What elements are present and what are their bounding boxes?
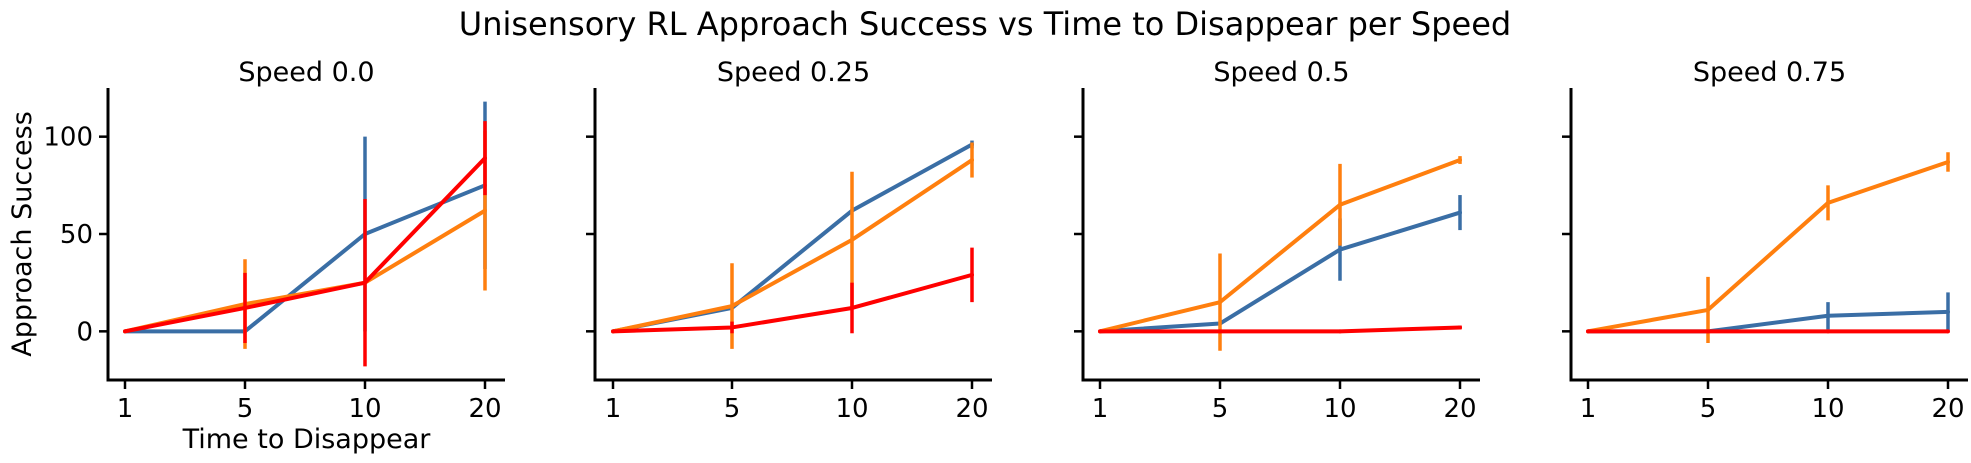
- x-tick-label: 1: [605, 394, 622, 424]
- data-point: [1338, 202, 1342, 207]
- data-point: [970, 158, 974, 163]
- data-point: [1946, 309, 1950, 314]
- series-line: [124, 208, 487, 334]
- data-point: [1946, 159, 1950, 164]
- subplot-2: Speed 0.25 1 5 10 20: [586, 57, 992, 424]
- data-point: [1218, 329, 1222, 334]
- series-line: [1100, 325, 1461, 334]
- data-point: [1458, 158, 1462, 163]
- data-point: [850, 237, 854, 242]
- subplot-3: Speed 0.5 1 5 10 20: [1074, 57, 1480, 424]
- subplot-title: Speed 0.0: [238, 57, 374, 88]
- x-tick-label: 10: [835, 394, 868, 424]
- data-point: [1098, 329, 1102, 334]
- data-point: [1338, 247, 1342, 252]
- series-1: [611, 140, 974, 334]
- x-tick-label: 1: [1092, 394, 1109, 424]
- subplots: Speed 0.0 0 50 100 1 5 10 20 Time to Disappear Ap…: [7, 57, 1968, 455]
- x-tick-label: 5: [237, 394, 254, 424]
- series-line: [125, 183, 486, 334]
- series-2: [1098, 156, 1462, 351]
- subplot-title: Speed 0.25: [717, 57, 870, 88]
- series-1: [123, 101, 487, 334]
- data-point: [1706, 307, 1710, 312]
- series-3: [1098, 325, 1462, 334]
- x-tick-label: 1: [117, 394, 134, 424]
- data-point: [730, 325, 734, 330]
- data-point: [970, 272, 974, 277]
- data-point: [730, 304, 734, 309]
- data-point: [1826, 313, 1830, 318]
- subplot-title: Speed 0.5: [1213, 57, 1349, 88]
- subplot-title: Speed 0.75: [1693, 57, 1846, 88]
- x-tick-label: 10: [1811, 394, 1844, 424]
- data-point: [1586, 329, 1590, 334]
- data-point: [1338, 329, 1342, 334]
- subplot-1: Speed 0.0 0 50 100 1 5 10 20 Time to Disappear Ap…: [7, 57, 505, 455]
- x-tick-label: 10: [348, 394, 381, 424]
- data-point: [363, 280, 367, 285]
- data-point: [1826, 200, 1830, 205]
- data-point: [1458, 210, 1462, 215]
- data-point: [243, 305, 247, 310]
- data-point: [483, 208, 487, 213]
- data-point: [1706, 329, 1710, 334]
- x-tick-label: 20: [1931, 394, 1964, 424]
- series-line: [612, 272, 973, 334]
- figure-title: Unisensory RL Approach Success vs Time t…: [459, 5, 1511, 43]
- series-line: [1099, 158, 1461, 334]
- series-3: [123, 121, 487, 367]
- series-line: [612, 142, 973, 334]
- x-tick-label: 5: [1700, 394, 1717, 424]
- y-tick-label: 0: [76, 317, 93, 347]
- x-axis-label: Time to Disappear: [182, 424, 432, 455]
- data-point: [123, 329, 127, 334]
- data-point: [1946, 329, 1950, 334]
- data-point: [611, 329, 615, 334]
- data-point: [1826, 329, 1830, 334]
- y-tick-label: 100: [43, 123, 93, 153]
- series-line: [1099, 210, 1461, 334]
- series-line: [124, 156, 487, 334]
- series-line: [612, 158, 974, 334]
- data-point: [1458, 325, 1462, 330]
- series-1: [1098, 195, 1462, 334]
- subplot-4: Speed 0.75 1 5 10 20: [1562, 57, 1968, 424]
- data-point: [1218, 300, 1222, 305]
- x-tick-label: 10: [1323, 394, 1356, 424]
- series-2: [123, 130, 487, 349]
- x-tick-label: 20: [1443, 394, 1476, 424]
- series-3: [1586, 329, 1950, 334]
- x-tick-label: 20: [955, 394, 988, 424]
- y-axis-label: Approach Success: [7, 111, 38, 357]
- y-tick-label: 50: [60, 220, 93, 250]
- x-tick-label: 1: [1580, 394, 1597, 424]
- x-tick-label: 20: [468, 394, 501, 424]
- data-point: [850, 305, 854, 310]
- series-line: [1587, 160, 1949, 334]
- series-3: [611, 247, 974, 334]
- x-tick-label: 5: [1212, 394, 1229, 424]
- series-1: [1586, 292, 1950, 334]
- data-point: [483, 156, 487, 161]
- x-tick-label: 5: [724, 394, 741, 424]
